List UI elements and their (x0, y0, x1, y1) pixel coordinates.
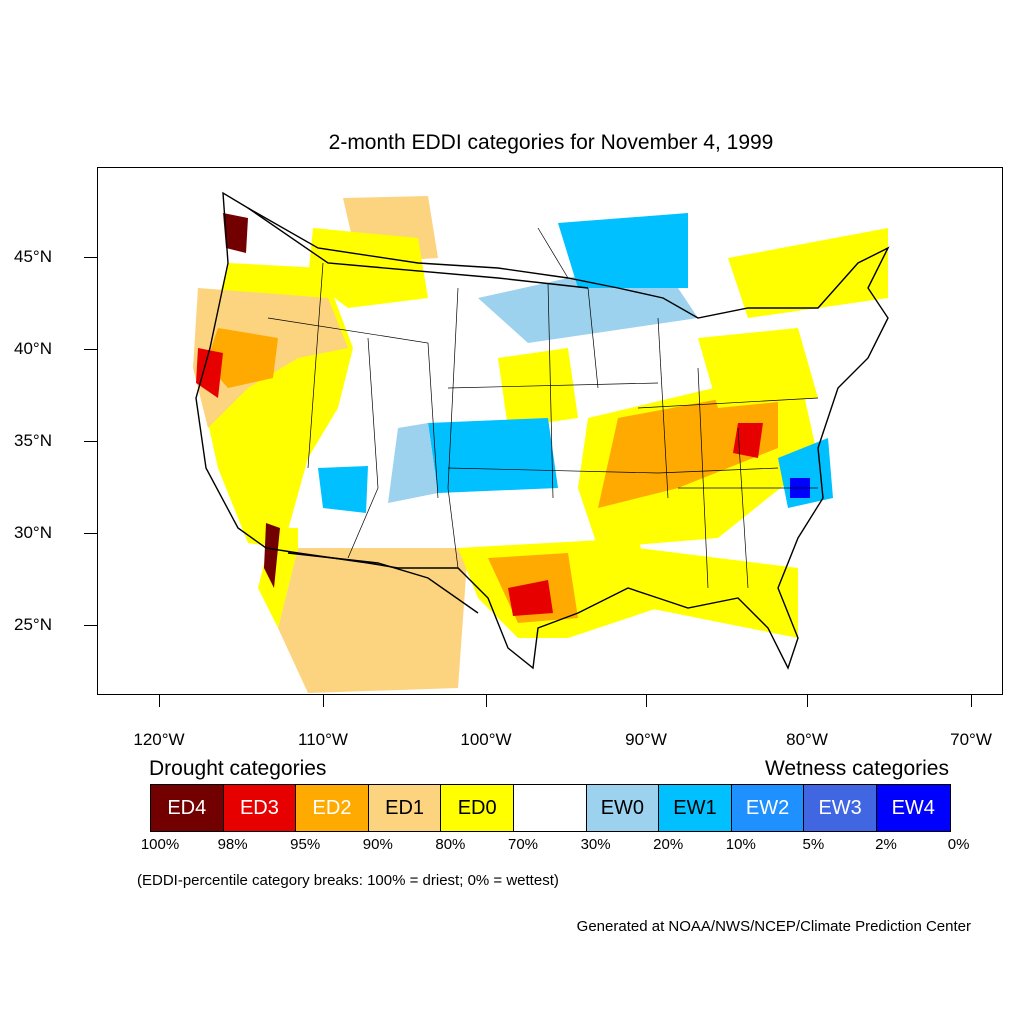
lat-tick (84, 533, 97, 534)
break-label: 100% (140, 836, 180, 853)
lat-label: 30°N (14, 523, 52, 542)
us-outline (195, 191, 890, 670)
lat-label: 45°N (14, 247, 52, 266)
legend-cell: ED4 (151, 785, 224, 831)
credit-text: Generated at NOAA/NWS/NCEP/Climate Predi… (576, 918, 971, 935)
break-label: 5% (802, 836, 825, 853)
break-label: 90% (362, 836, 393, 853)
break-label: 70% (507, 836, 539, 853)
legend-cell: ED1 (368, 785, 442, 831)
southwest-ed1 (278, 548, 468, 693)
lon-tick (971, 695, 972, 707)
lat-tick (84, 349, 97, 350)
canada-border (247, 207, 589, 289)
break-label: 95% (290, 836, 321, 853)
break-label: 0% (947, 836, 970, 853)
appalachia-ed3 (733, 423, 763, 458)
southern-plains-ew1 (428, 418, 558, 493)
southern-plains-ew0 (388, 423, 438, 503)
lon-tick (323, 695, 324, 707)
lon-label: 90°W (625, 730, 667, 749)
break-label: 2% (875, 836, 897, 853)
lon-tick (646, 695, 647, 707)
legend-cell: EW1 (659, 785, 732, 831)
legend-cell (513, 785, 587, 831)
drought-heading: Drought categories (149, 757, 327, 780)
legend-cell: ED0 (441, 785, 514, 831)
break-label: 98% (217, 836, 248, 853)
map-canvas (193, 191, 890, 693)
central-plains-ed0 (498, 348, 578, 428)
legend-cell: EW2 (731, 785, 805, 831)
lon-tick (159, 695, 160, 707)
category-shading (193, 196, 888, 693)
ohio-valley-ed2 (598, 388, 778, 508)
legend-note: (EDDI-percentile category breaks: 100% =… (137, 872, 559, 889)
washington-ed4 (223, 213, 248, 253)
lon-tick (807, 695, 808, 707)
break-label: 10% (725, 836, 756, 853)
lake-superior-ew1 (558, 213, 688, 288)
baja-ed4 (264, 523, 280, 588)
legend-cell: EW3 (804, 785, 877, 831)
lon-label: 100°W (460, 730, 512, 749)
break-label: 80% (435, 836, 466, 853)
lat-label: 40°N (14, 339, 52, 358)
legend-cell: EW0 (586, 785, 660, 831)
lat-tick (84, 625, 97, 626)
lon-label: 70°W (950, 730, 992, 749)
lon-tick (486, 695, 487, 707)
lon-label: 80°W (786, 730, 828, 749)
category-legend: ED4 ED3 ED2 ED1 ED0 EW0 EW1 EW2 EW3 EW4 (150, 784, 951, 832)
arizona-ew1 (318, 466, 368, 513)
lat-label: 25°N (14, 615, 52, 634)
texas-ed3 (508, 580, 553, 616)
legend-cell: ED3 (223, 785, 297, 831)
california-ed3 (196, 348, 223, 398)
break-label: 30% (580, 836, 611, 853)
mexico-border (287, 552, 479, 614)
oregon-ed2 (206, 328, 278, 388)
lat-tick (84, 441, 97, 442)
lat-label: 35°N (14, 431, 52, 450)
wetness-heading: Wetness categories (764, 757, 949, 780)
state-lines (267, 227, 819, 589)
legend-cell: ED2 (296, 785, 369, 831)
boundaries (195, 191, 890, 670)
map-title: 2-month EDDI categories for November 4, … (328, 131, 774, 154)
lat-tick (84, 257, 97, 258)
break-label: 20% (653, 836, 684, 853)
legend-cell: EW4 (876, 785, 950, 831)
lon-label: 110°W (298, 730, 348, 749)
northeast-ed0 (728, 228, 888, 318)
great-lakes-ed0 (698, 328, 818, 408)
map-frame (97, 167, 1003, 695)
lon-label: 120°W (133, 730, 185, 749)
montana-ed0 (308, 228, 428, 308)
gulf-coast-ed0 (638, 548, 798, 638)
